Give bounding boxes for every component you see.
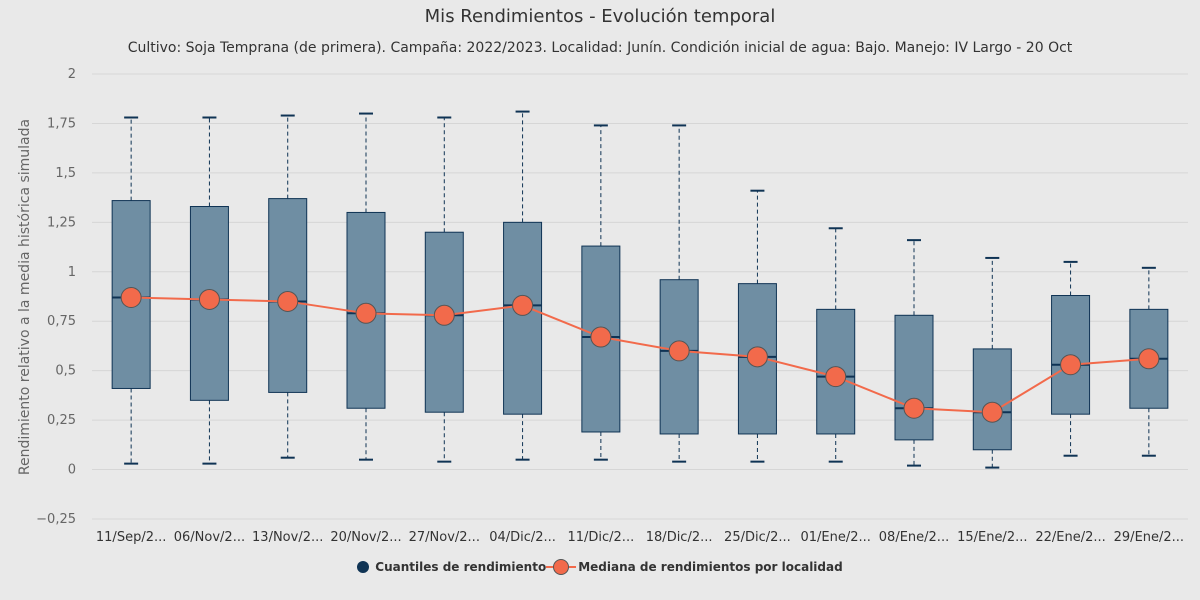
boxplot-item[interactable]	[111, 116, 151, 465]
x-tick-label: 13/Nov/2...	[252, 530, 323, 545]
quartile-box[interactable]	[503, 221, 543, 415]
boxplot-item[interactable]	[737, 189, 777, 463]
y-tick-label: 1,25	[47, 215, 76, 230]
median-point[interactable]	[512, 294, 534, 316]
x-tick-label: 20/Nov/2...	[330, 530, 401, 545]
boxplot-item[interactable]	[581, 124, 621, 461]
x-axis-ticks: 11/Sep/2... 06/Nov/2... 13/Nov/2... 20/Nov/…	[96, 530, 1184, 545]
y-tick-label: 2	[68, 67, 76, 82]
chart-title: Mis Rendimientos - Evolución temporal	[424, 6, 776, 27]
y-tick-label: 0,75	[47, 314, 76, 329]
y-tick-label: −0,25	[36, 512, 76, 527]
x-tick-label: 29/Ene/2...	[1114, 530, 1184, 545]
legend-median-icon	[546, 559, 577, 575]
boxplot-item[interactable]	[424, 116, 464, 463]
y-axis-label: Rendimiento relativo a la media históric…	[17, 119, 33, 475]
y-tick-label: 1,5	[55, 166, 76, 181]
y-axis-ticks: −0,25 0 0,25 0,5 0,75 1 1,25 1,5 1,75 2	[36, 67, 76, 527]
x-tick-label: 06/Nov/2...	[174, 530, 245, 545]
y-tick-label: 0,5	[55, 364, 76, 379]
x-tick-label: 27/Nov/2...	[409, 530, 480, 545]
x-tick-label: 08/Ene/2...	[879, 530, 949, 545]
x-tick-label: 01/Ene/2...	[801, 530, 871, 545]
x-tick-label: 15/Ene/2...	[957, 530, 1027, 545]
median-point[interactable]	[198, 288, 220, 310]
legend-quantiles-label: Cuantiles de rendimiento	[375, 560, 547, 574]
legend-median-label: Mediana de rendimientos por localidad	[578, 560, 843, 574]
x-tick-label: 11/Sep/2...	[96, 530, 166, 545]
median-point[interactable]	[746, 346, 768, 368]
legend-item-quantiles[interactable]: Cuantiles de rendimiento	[357, 560, 546, 574]
y-tick-label: 1	[68, 265, 76, 280]
median-point[interactable]	[120, 286, 142, 308]
gridlines	[92, 73, 1188, 520]
median-line-series[interactable]	[120, 286, 1160, 423]
legend-item-median[interactable]: Mediana de rendimientos por localidad	[546, 559, 843, 575]
median-point[interactable]	[355, 302, 377, 324]
quartile-box[interactable]	[972, 348, 1012, 451]
x-tick-label: 22/Ene/2...	[1035, 530, 1105, 545]
boxplot-item[interactable]	[346, 112, 386, 461]
median-point[interactable]	[277, 290, 299, 312]
median-point[interactable]	[668, 340, 690, 362]
median-line[interactable]	[131, 296, 1149, 414]
boxplot-item[interactable]	[268, 114, 308, 459]
boxplot-item[interactable]	[972, 256, 1012, 469]
y-tick-label: 0	[68, 463, 76, 478]
x-tick-label: 18/Dic/2...	[646, 530, 713, 545]
median-point[interactable]	[903, 397, 925, 419]
x-tick-label: 11/Dic/2...	[567, 530, 634, 545]
x-tick-label: 25/Dic/2...	[724, 530, 791, 545]
chart-subtitle: Cultivo: Soja Temprana (de primera). Cam…	[127, 40, 1073, 56]
boxplot-item[interactable]	[816, 227, 856, 463]
boxplot-item[interactable]	[503, 110, 543, 461]
boxplot-series[interactable]	[111, 110, 1169, 469]
y-tick-label: 0,25	[47, 413, 76, 428]
x-tick-label: 04/Dic/2...	[489, 530, 556, 545]
quartile-box[interactable]	[894, 314, 934, 441]
median-point[interactable]	[1060, 354, 1082, 376]
median-point[interactable]	[1138, 348, 1160, 370]
median-point[interactable]	[981, 401, 1003, 423]
boxplot-item[interactable]	[894, 239, 934, 467]
median-point[interactable]	[590, 326, 612, 348]
median-point[interactable]	[433, 304, 455, 326]
boxplot-item[interactable]	[659, 124, 699, 463]
y-tick-label: 1,75	[47, 116, 76, 131]
legend-boxes-icon	[357, 561, 370, 573]
legend: Cuantiles de rendimiento Mediana de rend…	[0, 559, 1200, 575]
median-point[interactable]	[825, 366, 847, 388]
